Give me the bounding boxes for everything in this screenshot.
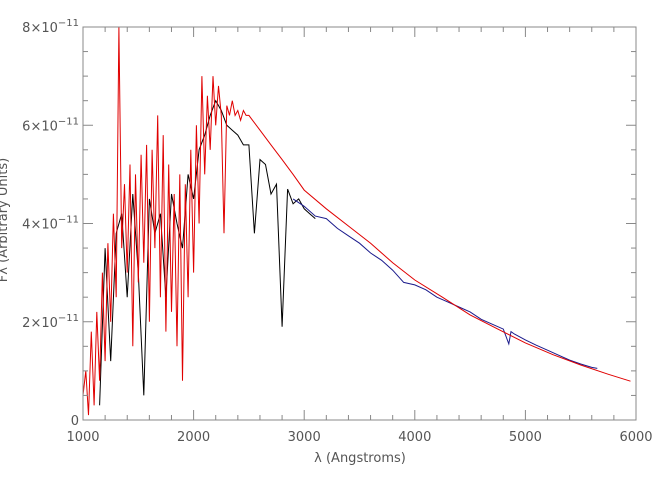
ticks-layer: 1000 2000 3000 4000 5000 6000 0 2×10−11 4×10−11 6… <box>22 18 652 445</box>
x-tick-label: 4000 <box>398 430 431 445</box>
series-line-1 <box>292 198 598 369</box>
x-tick-label: 5000 <box>509 430 542 445</box>
series-layer <box>82 26 631 416</box>
x-tick-label: 2000 <box>177 430 210 445</box>
y-tick-label: 0 <box>71 414 79 429</box>
series-line-2 <box>82 26 631 416</box>
series-line-0 <box>99 99 316 406</box>
y-tick-label: 8×10−11 <box>22 18 79 36</box>
plot-frame <box>82 26 637 421</box>
y-tick-label: 6×10−11 <box>22 116 79 134</box>
x-axis-label: λ (Angstroms) <box>314 451 406 466</box>
y-tick-label: 4×10−11 <box>22 215 79 233</box>
y-tick-label: 2×10−11 <box>22 313 79 331</box>
x-tick-label: 1000 <box>66 430 99 445</box>
x-tick-label: 3000 <box>288 430 321 445</box>
x-tick-label: 6000 <box>619 430 652 445</box>
y-axis-label: Fλ (Arbitrary Units) <box>0 158 11 282</box>
